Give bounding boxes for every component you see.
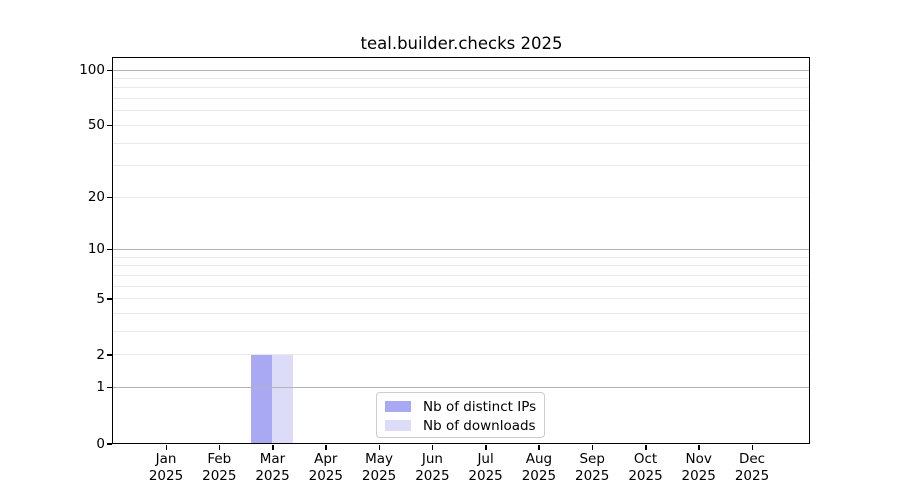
legend-item: Nb of downloads [377, 416, 544, 435]
y-tick-label: 100 [79, 62, 105, 78]
y-tick-mark [107, 386, 112, 389]
gridline-minor [113, 354, 809, 356]
x-tick-year: 2025 [521, 467, 557, 484]
chart-title: teal.builder.checks 2025 [360, 34, 563, 53]
x-tick-month: Aug [525, 451, 553, 467]
y-tick-mark [107, 354, 112, 356]
x-tick-year: 2025 [255, 467, 290, 484]
y-tick-mark [107, 298, 112, 300]
x-tick-label: Feb 2025 [177, 451, 261, 484]
plot-area: Nb of distinct IPs Nb of downloads [112, 57, 810, 444]
x-tick-month: Nov [685, 451, 712, 467]
x-tick-mark [272, 444, 274, 450]
x-tick-label: Aug 2025 [497, 451, 581, 484]
bar-distinct-ips-mar [251, 354, 272, 443]
gridline-minor [113, 124, 809, 126]
x-tick-month: Oct [633, 451, 658, 467]
x-tick-label: Apr 2025 [284, 451, 368, 484]
y-tick-mark [107, 443, 112, 445]
gridline-minor [113, 285, 809, 287]
x-tick-mark [751, 444, 753, 450]
gridline-minor [113, 142, 809, 144]
x-tick-mark [165, 444, 167, 450]
x-tick-year: 2025 [734, 467, 770, 484]
x-tick-label: Sep 2025 [550, 451, 634, 484]
x-tick-year: 2025 [575, 467, 610, 484]
x-tick-month: Dec [738, 451, 766, 467]
x-tick-month: Apr [314, 451, 338, 467]
legend-item: Nb of distinct IPs [377, 397, 544, 416]
legend-label: Nb of downloads [423, 417, 536, 434]
x-tick-month: Sep [579, 451, 605, 467]
gridline-minor [113, 98, 809, 99]
x-tick-mark [485, 444, 487, 450]
x-tick-label: May 2025 [337, 451, 421, 484]
x-tick-label: Oct 2025 [604, 451, 688, 484]
gridline-minor [113, 87, 809, 89]
x-tick-mark [538, 444, 540, 450]
gridline-major [113, 248, 809, 250]
y-tick-mark [107, 69, 112, 71]
y-tick-label: 1 [96, 379, 105, 396]
x-tick-mark [325, 444, 327, 450]
x-tick-month: Mar [259, 451, 286, 467]
x-tick-month: Jun [421, 451, 443, 467]
gridline-minor [113, 165, 809, 167]
gridline-minor [113, 265, 809, 267]
x-tick-mark [698, 444, 700, 450]
x-tick-year: 2025 [308, 467, 343, 484]
gridline-minor [113, 196, 809, 198]
gridline-minor [113, 298, 809, 299]
gridline-minor [113, 77, 809, 79]
x-tick-label: Jan 2025 [124, 451, 208, 484]
gridline-major [113, 386, 809, 388]
legend-rows: Nb of distinct IPs Nb of downloads [377, 397, 544, 435]
bar-downloads-mar [272, 354, 293, 443]
x-tick-year: 2025 [681, 467, 716, 484]
y-tick-label: 0 [96, 435, 105, 452]
x-tick-label: Nov 2025 [657, 451, 741, 484]
y-tick-label: 50 [87, 117, 105, 134]
x-tick-year: 2025 [148, 467, 184, 484]
x-tick-label: Dec 2025 [710, 451, 794, 484]
gridline-minor [113, 312, 809, 314]
gridline-minor [113, 330, 809, 332]
y-tick-mark [107, 124, 112, 127]
legend-label: Nb of distinct IPs [423, 398, 537, 415]
x-tick-month: Jan [155, 451, 177, 467]
legend: Nb of distinct IPs Nb of downloads [376, 392, 545, 438]
x-tick-year: 2025 [468, 467, 503, 484]
gridline-minor [113, 256, 809, 258]
x-tick-month: Feb [207, 451, 232, 467]
x-tick-label: Jun 2025 [390, 451, 474, 484]
x-tick-year: 2025 [202, 467, 237, 484]
x-tick-mark [218, 444, 221, 450]
y-tick-mark [107, 248, 112, 251]
y-tick-label: 10 [87, 241, 105, 258]
x-tick-mark [431, 444, 434, 450]
x-tick-mark [645, 444, 647, 450]
y-tick-label: 20 [87, 189, 105, 206]
gridline-minor [113, 274, 809, 276]
x-tick-month: Jul [477, 451, 494, 467]
gridline-major [113, 69, 809, 71]
legend-swatch [385, 401, 411, 412]
x-tick-mark [378, 444, 381, 450]
y-tick-label: 2 [96, 346, 105, 363]
gridline-minor [113, 110, 809, 112]
x-tick-month: May [365, 451, 394, 467]
x-tick-year: 2025 [361, 467, 397, 484]
legend-swatch [385, 420, 411, 431]
y-tick-label: 5 [96, 290, 105, 307]
x-tick-year: 2025 [628, 467, 663, 484]
x-tick-label: Jul 2025 [444, 451, 528, 484]
x-tick-year: 2025 [415, 467, 450, 484]
x-tick-mark [591, 444, 594, 450]
y-tick-mark [107, 196, 112, 199]
x-tick-label: Mar 2025 [231, 451, 315, 484]
